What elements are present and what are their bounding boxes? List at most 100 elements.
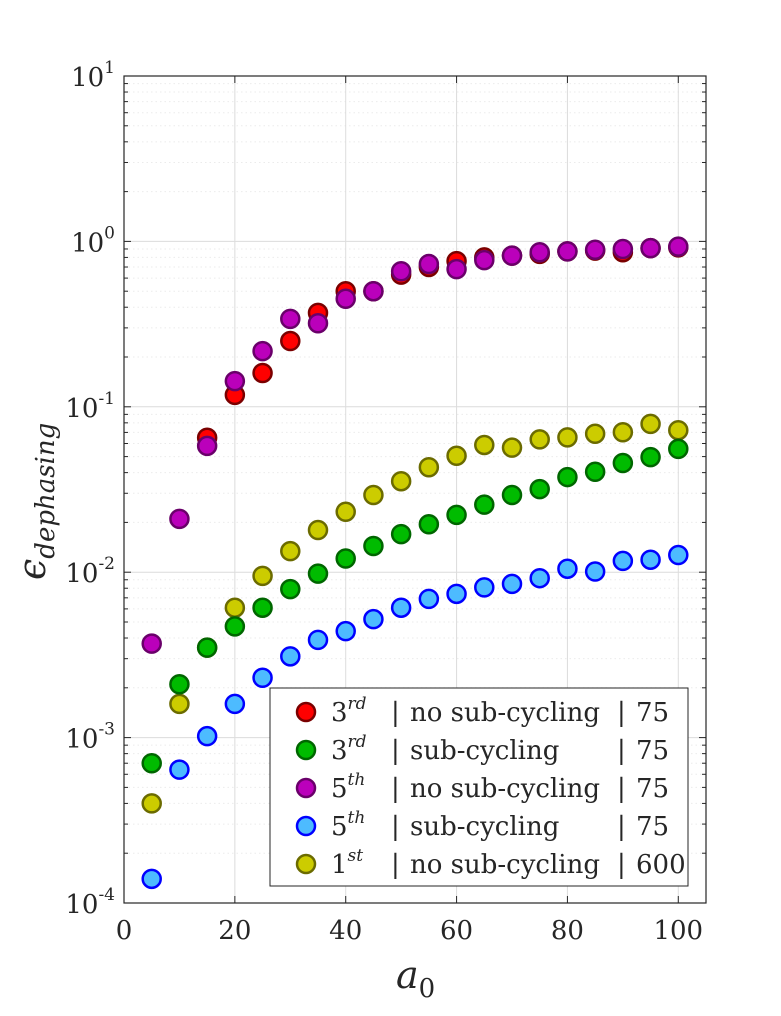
legend-particles: 75 xyxy=(636,698,669,728)
data-point xyxy=(252,597,273,618)
y-tick-label: 101 xyxy=(71,58,115,93)
data-point xyxy=(252,340,273,362)
data-point xyxy=(474,494,495,515)
data-point xyxy=(335,288,356,310)
x-tick-label: 100 xyxy=(653,916,703,946)
data-point xyxy=(363,535,384,557)
legend-method: no sub-cycling xyxy=(410,698,600,728)
data-point xyxy=(557,558,578,579)
legend-order: 5th xyxy=(331,770,365,804)
y-axis-title: ϵdephasing xyxy=(10,423,61,580)
legend-particles: 600 xyxy=(636,850,686,880)
legend-method: no sub-cycling xyxy=(410,850,600,880)
data-point xyxy=(418,253,440,275)
data-point xyxy=(612,421,634,443)
data-point xyxy=(390,470,412,492)
legend-method: sub-cycling xyxy=(410,736,559,766)
data-point xyxy=(501,484,523,506)
data-point xyxy=(501,245,523,266)
data-point xyxy=(584,239,606,261)
data-point xyxy=(668,236,689,257)
legend-order: 3rd xyxy=(331,732,367,766)
data-point xyxy=(668,419,689,441)
y-tick-label: 10-3 xyxy=(65,720,115,755)
data-point xyxy=(141,793,162,814)
data-point xyxy=(557,466,578,488)
data-point xyxy=(280,540,301,562)
data-point xyxy=(557,241,578,262)
legend-separator: | xyxy=(617,850,626,880)
data-point xyxy=(584,461,606,482)
data-point xyxy=(529,478,550,500)
legend-order: 1st xyxy=(331,846,363,880)
legend-separator: | xyxy=(617,698,626,728)
legend-separator: | xyxy=(391,850,400,880)
data-point xyxy=(612,550,634,572)
axis-ticks xyxy=(123,75,706,904)
data-point xyxy=(612,238,634,260)
y-tick-label: 10-2 xyxy=(65,554,115,589)
data-point xyxy=(169,693,190,715)
data-point xyxy=(640,549,661,570)
data-point xyxy=(446,445,467,466)
data-point xyxy=(252,667,273,689)
data-point xyxy=(252,362,273,384)
data-point xyxy=(363,484,384,506)
data-point xyxy=(529,429,550,450)
data-point xyxy=(307,312,329,334)
y-tick-labels: 10-4 10-3 10-2 10-1 100 101 xyxy=(65,58,115,920)
data-point xyxy=(363,608,384,630)
data-point xyxy=(446,504,467,526)
data-point xyxy=(446,258,467,280)
data-point xyxy=(529,241,550,263)
data-point xyxy=(668,438,689,460)
y-tick-label: 10-1 xyxy=(65,389,115,424)
data-point xyxy=(612,452,634,474)
x-tick-label: 0 xyxy=(116,916,133,946)
data-point xyxy=(446,583,467,605)
data-point xyxy=(169,508,190,530)
legend-separator: | xyxy=(391,698,400,728)
data-point xyxy=(196,637,218,658)
data-points xyxy=(141,236,689,890)
legend-marker xyxy=(295,777,317,799)
data-point xyxy=(640,413,661,435)
legend-order: 3rd xyxy=(331,694,367,728)
data-point xyxy=(668,544,689,566)
data-point xyxy=(169,674,190,695)
data-point xyxy=(474,577,495,598)
data-point xyxy=(501,437,523,458)
legend-box xyxy=(269,687,689,887)
legend-separator: | xyxy=(391,812,400,842)
data-point xyxy=(640,237,661,259)
x-tick-labels: 0 20 40 60 80 100 xyxy=(116,916,703,946)
legend-separator: | xyxy=(617,736,626,766)
data-point xyxy=(501,573,523,595)
data-point xyxy=(474,434,495,456)
data-point xyxy=(224,597,246,618)
data-point xyxy=(335,501,356,522)
data-point xyxy=(196,725,218,747)
data-point xyxy=(584,561,606,582)
data-point xyxy=(307,563,329,584)
data-point xyxy=(307,629,329,651)
data-point xyxy=(529,567,550,589)
legend: 3rd | no sub-cycling | 75 3rd | sub-cycling | 75 5… xyxy=(269,687,689,887)
x-tick-label: 40 xyxy=(329,916,362,946)
data-point xyxy=(280,646,301,667)
legend-marker xyxy=(295,815,317,837)
legend-marker xyxy=(295,701,317,723)
legend-particles: 75 xyxy=(636,774,669,804)
data-point xyxy=(224,693,246,715)
data-point xyxy=(335,620,356,642)
legend-separator: | xyxy=(617,774,626,804)
data-point xyxy=(418,588,440,610)
data-point xyxy=(557,427,578,448)
legend-separator: | xyxy=(617,812,626,842)
data-point xyxy=(390,597,412,618)
legend-order: 5th xyxy=(331,808,365,842)
plot-frame xyxy=(123,75,707,904)
data-point xyxy=(280,330,301,352)
legend-marker xyxy=(295,853,317,875)
legend-method: sub-cycling xyxy=(410,812,559,842)
